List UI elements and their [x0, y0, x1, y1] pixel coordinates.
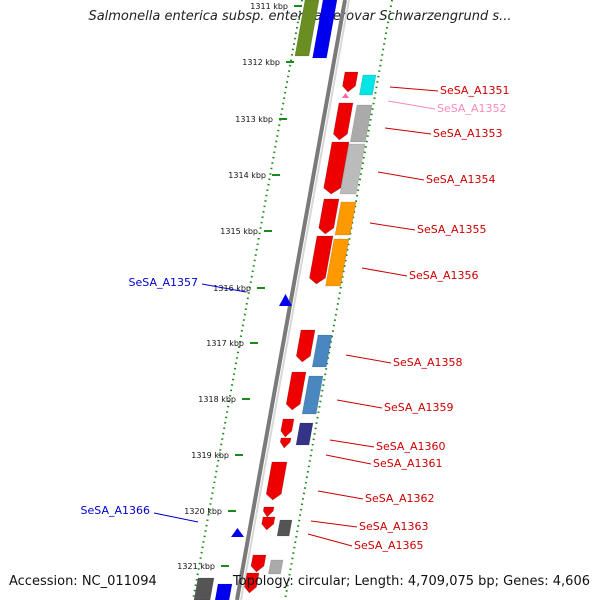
- gene-label[interactable]: SeSA_A1354: [426, 173, 495, 186]
- gene-arrow-a1355: [318, 198, 340, 235]
- feature-block-darkgrey: [193, 577, 215, 600]
- feature-block-navy: [295, 422, 314, 446]
- feature-block-cyan: [359, 74, 377, 96]
- feature-block-grey: [339, 143, 366, 195]
- gene-leader-line: [336, 399, 383, 409]
- gene-label[interactable]: SeSA_A1363: [359, 520, 428, 533]
- ruler-tick-label: 1311 kbp: [250, 2, 288, 11]
- feature-block-steelblue: [301, 375, 324, 415]
- gene-arrow-a1362: [265, 461, 288, 501]
- gene-features: [193, 0, 377, 600]
- feature-block-grey: [349, 104, 373, 143]
- gene-leader-line: [369, 222, 416, 231]
- gene-label[interactable]: SeSA_A1366: [81, 504, 150, 517]
- gene-leader-line: [389, 86, 439, 92]
- genome-backbone-shadow: [240, 0, 350, 600]
- feature-block-orange: [325, 238, 350, 287]
- gene-arrow-a1353: [333, 102, 354, 141]
- ruler-tick-label: 1320 kbp: [184, 507, 222, 516]
- gene-mark-a1366: [231, 528, 244, 537]
- gene-leader-line: [345, 354, 392, 364]
- gene-leader-line: [325, 454, 372, 465]
- gene-label[interactable]: SeSA_A1359: [384, 401, 453, 414]
- ruler-ticks: 1311 kbp 1312 kbp 1313 kbp 1314 kbp 1315 kbp…: [177, 2, 302, 571]
- gene-label[interactable]: SeSA_A1352: [437, 102, 506, 115]
- ruler-tick-label: 1319 kbp: [191, 451, 229, 460]
- gene-label[interactable]: SeSA_A1361: [373, 457, 442, 470]
- gene-leader-line: [310, 520, 358, 528]
- topology-summary: Topology: circular; Length: 4,709,075 bp…: [232, 574, 590, 589]
- gene-arrow-a1359: [285, 371, 307, 411]
- ruler-tick-label: 1318 kbp: [198, 395, 236, 404]
- gene-labels: SeSA_A1351 SeSA_A1352 SeSA_A1353 SeSA_A1354…: [81, 84, 510, 552]
- gene-mark-a1357: [279, 294, 292, 306]
- gene-leader-line: [377, 171, 425, 181]
- ruler-tick-label: 1312 kbp: [242, 58, 280, 67]
- feature-block-blue: [312, 0, 338, 59]
- gene-label[interactable]: SeSA_A1351: [440, 84, 509, 97]
- ruler-tick-label: 1313 kbp: [235, 115, 273, 124]
- gene-arrow-bottom2: [244, 572, 260, 594]
- gene-arrow-a1351: [342, 71, 359, 93]
- gene-arrow-bottom: [250, 554, 267, 573]
- gene-arrow-a1361: [279, 437, 292, 449]
- gene-label[interactable]: SeSA_A1365: [354, 539, 423, 552]
- feature-block-blue: [214, 583, 233, 600]
- feature-block-steelblue: [311, 334, 333, 368]
- ruler-tick-label: 1314 kbp: [228, 171, 266, 180]
- gene-label[interactable]: SeSA_A1356: [409, 269, 478, 282]
- feature-block-orange: [334, 201, 357, 236]
- gene-label[interactable]: SeSA_A1360: [376, 440, 445, 453]
- gene-leader-line: [361, 267, 408, 277]
- gene-leader-line: [307, 533, 353, 547]
- ruler-tick-label: 1321 kbp: [177, 562, 215, 571]
- gene-label[interactable]: SeSA_A1355: [417, 223, 486, 236]
- ruler-right: [284, 0, 393, 600]
- ruler-tick-label: 1316 kbp: [213, 284, 251, 293]
- gene-leader-line: [387, 100, 436, 110]
- gene-leader-line: [153, 512, 199, 523]
- accession-text: Accession: NC_011094: [9, 574, 157, 589]
- gene-arrow-a1363b: [261, 516, 276, 531]
- gene-leader-line: [384, 127, 432, 135]
- feature-block-olive: [294, 0, 320, 57]
- gene-leader-line: [317, 490, 364, 500]
- gene-leader-line: [201, 283, 247, 293]
- feature-block-darkgrey: [276, 519, 293, 537]
- genome-backbone: [235, 0, 347, 600]
- gene-arrow-a1363: [262, 506, 275, 518]
- ruler-tick-label: 1315 kbp: [220, 227, 258, 236]
- gene-label[interactable]: SeSA_A1358: [393, 356, 462, 369]
- gene-leader-line: [329, 439, 375, 448]
- ruler-tick-label: 1317 kbp: [206, 339, 244, 348]
- gene-label[interactable]: SeSA_A1362: [365, 492, 434, 505]
- gene-arrow-a1356: [309, 235, 334, 285]
- gene-arrow-a1360: [280, 418, 295, 438]
- feature-block-grey: [268, 559, 284, 575]
- gene-mark-a1352: [342, 93, 349, 98]
- gene-arrow-a1354: [323, 141, 350, 195]
- gene-label[interactable]: SeSA_A1357: [129, 276, 198, 289]
- gene-arrow-a1358: [295, 329, 316, 363]
- gene-label[interactable]: SeSA_A1353: [433, 127, 502, 140]
